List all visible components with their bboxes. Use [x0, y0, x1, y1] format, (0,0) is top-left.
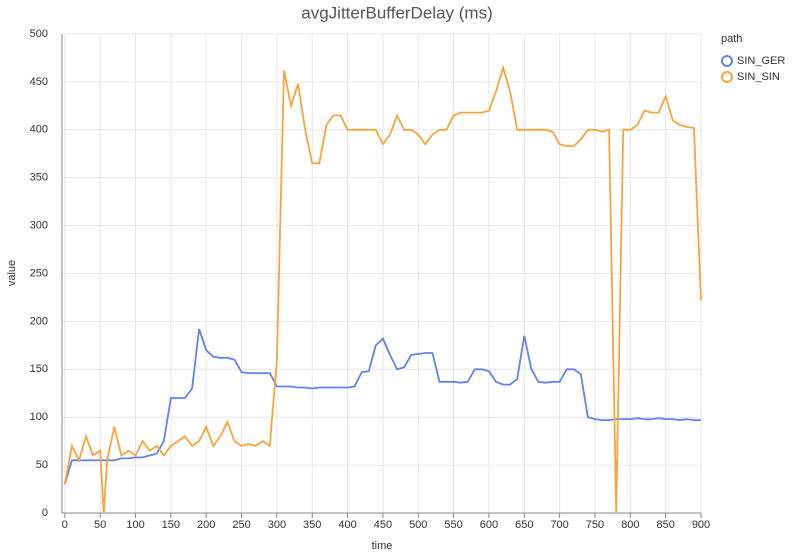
y-tick-label: 350: [30, 172, 48, 184]
x-tick-label: 100: [126, 519, 144, 531]
x-tick-label: 850: [656, 519, 674, 531]
chart-title: avgJitterBufferDelay (ms): [301, 3, 492, 22]
x-tick-label: 450: [374, 519, 392, 531]
y-tick-label: 150: [30, 363, 48, 375]
x-tick-label: 400: [338, 519, 356, 531]
legend-swatch: [721, 71, 733, 83]
x-tick-label: 250: [232, 519, 250, 531]
y-tick-label: 100: [30, 411, 48, 423]
x-tick-label: 800: [621, 519, 639, 531]
x-tick-label: 500: [409, 519, 427, 531]
y-axis-label: value: [6, 260, 18, 286]
x-tick-label: 0: [62, 519, 68, 531]
legend-label: SIN_GER: [737, 55, 785, 67]
y-tick-label: 400: [30, 124, 48, 136]
series-line: [63, 328, 701, 485]
y-tick-label: 250: [30, 267, 48, 279]
x-tick-label: 150: [162, 519, 180, 531]
x-tick-label: 700: [550, 519, 568, 531]
x-tick-label: 900: [692, 519, 710, 531]
x-tick-label: 350: [303, 519, 321, 531]
x-tick-label: 50: [94, 519, 106, 531]
x-tick-label: 650: [515, 519, 533, 531]
x-tick-label: 600: [480, 519, 498, 531]
y-tick-label: 0: [42, 507, 48, 519]
legend-label: SIN_SIN: [737, 71, 780, 83]
series-line: [63, 64, 702, 514]
legend-swatch: [721, 55, 733, 67]
y-tick-label: 450: [30, 76, 48, 88]
x-tick-label: 750: [586, 519, 604, 531]
y-tick-label: 200: [30, 315, 48, 327]
y-tick-label: 300: [30, 220, 48, 232]
x-tick-label: 550: [444, 519, 462, 531]
x-tick-label: 200: [197, 519, 215, 531]
x-axis-label: time: [372, 540, 393, 552]
y-tick-label: 50: [36, 459, 48, 471]
x-tick-label: 300: [268, 519, 286, 531]
legend-title: path: [721, 33, 742, 45]
y-tick-label: 500: [30, 28, 48, 40]
